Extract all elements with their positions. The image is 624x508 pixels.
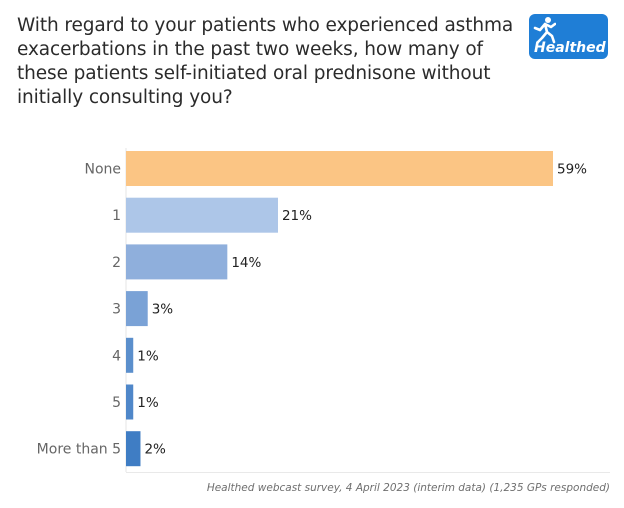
category-label: 3 — [112, 302, 121, 318]
source-note: Healthed webcast survey, 4 April 2023 (i… — [206, 482, 610, 494]
runner-figure-icon — [533, 17, 556, 44]
category-label: 2 — [112, 255, 121, 271]
bar-1 — [126, 197, 278, 233]
bar-5 — [126, 384, 134, 420]
bar-more-than-5 — [126, 431, 141, 467]
category-label: 1 — [112, 208, 121, 224]
bar-2 — [126, 244, 228, 280]
question-title: With regard to your patients who experie… — [17, 15, 514, 108]
bar-3 — [126, 291, 148, 327]
bar-none — [126, 151, 553, 186]
value-label: 1% — [137, 348, 159, 364]
bar-4 — [126, 337, 134, 373]
value-label: 21% — [282, 208, 312, 224]
category-label: More than 5 — [37, 442, 121, 458]
healthed-logo: Healthed — [529, 14, 608, 59]
bars-layer: None 59% 1 21% 2 14% 3 3% 4 1% 5 1% More than 5 2% — [37, 151, 587, 467]
category-label: 4 — [112, 348, 121, 364]
value-label: 59% — [557, 162, 587, 178]
value-label: 14% — [231, 255, 261, 271]
logo-text: Healthed — [534, 40, 606, 56]
category-label: 5 — [112, 395, 121, 411]
category-label: None — [84, 162, 121, 178]
value-label: 1% — [137, 395, 159, 411]
value-label: 2% — [144, 442, 166, 458]
value-label: 3% — [152, 302, 174, 318]
